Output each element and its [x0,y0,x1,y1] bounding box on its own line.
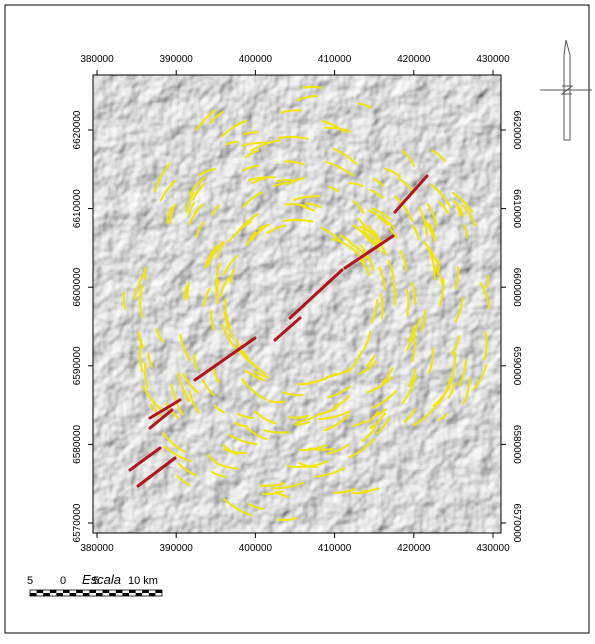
scale-segment [155,590,162,593]
x-tick-label: 410000 [318,543,352,554]
scale-segment [37,590,44,593]
x-tick-label: 400000 [239,543,273,554]
scale-segment [89,590,96,593]
lineament [288,466,301,467]
y-tick-label: 6620000 [72,110,83,149]
scale-segment [63,590,70,593]
scale-segment [103,590,110,593]
x-tick-label: 400000 [239,54,273,65]
scale-segment [50,590,57,593]
scale-segment [70,593,77,596]
x-tick-label: 430000 [476,54,510,65]
scale-segment [76,590,83,593]
y-tick-label: 6620000 [511,111,522,150]
scale-label: 5 [27,575,33,587]
scale-segment [56,593,63,596]
y-tick-label: 6590000 [511,346,522,385]
lineament [304,87,321,88]
scale-label: 10 km [128,575,158,587]
y-tick-label: 6570000 [511,504,522,543]
x-tick-label: 420000 [397,543,431,554]
scale-segment [142,590,149,593]
scale-segment [30,593,37,596]
map-page: Escala 5 0 5 10 km 380000 380000 390000 390000… [0,0,595,639]
scale-segment [136,593,143,596]
x-tick-label: 420000 [397,54,431,65]
scale-segment [43,593,50,596]
lineament [269,401,284,402]
y-tick-label: 6600000 [511,268,522,307]
y-tick-label: 6570000 [72,503,83,542]
scale-segment [122,593,129,596]
x-tick-label: 380000 [80,543,114,554]
scale-label: 5 [93,575,99,587]
y-tick-label: 6580000 [511,425,522,464]
scale-label: 0 [60,575,66,587]
y-tick-label: 6600000 [72,267,83,306]
scale-segment [96,593,103,596]
scale-segment [149,593,156,596]
x-tick-label: 410000 [318,54,352,65]
scale-segment [116,590,123,593]
x-tick-label: 390000 [160,543,194,554]
scale-segment [109,593,116,596]
scale-segment [129,590,136,593]
scale-title: Escala [82,572,121,587]
scale-segment [83,593,90,596]
x-tick-label: 380000 [80,54,114,65]
x-tick-label: 390000 [160,54,194,65]
y-tick-label: 6580000 [72,424,83,463]
y-tick-label: 6610000 [72,189,83,228]
x-tick-label: 430000 [476,543,510,554]
y-tick-label: 6610000 [511,189,522,228]
y-tick-label: 6590000 [72,346,83,385]
